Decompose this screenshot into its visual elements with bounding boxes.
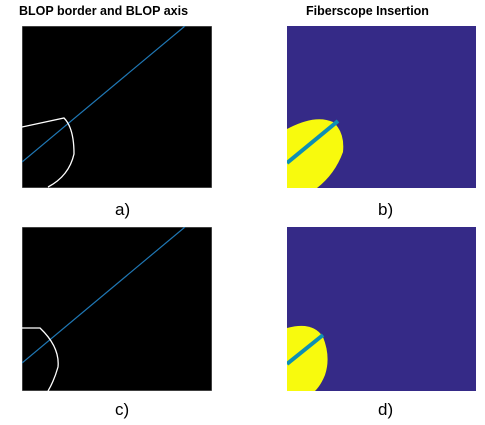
fiberscope-blob: [287, 325, 328, 391]
panel-a-background: [22, 26, 212, 188]
title-blop-border-axis: BLOP border and BLOP axis: [19, 4, 189, 18]
panel-c-background: [22, 227, 212, 391]
panel-a-plot: [22, 26, 212, 188]
caption-c: c): [115, 400, 130, 419]
fiberscope-axis-line: [287, 119, 340, 165]
fiberscope-blob: [287, 119, 344, 188]
blop-border-outline: [22, 327, 59, 391]
blop-axis-line: [22, 26, 186, 163]
fiberscope-axis-line: [287, 333, 325, 366]
title-fiberscope-insertion: Fiberscope Insertion: [306, 4, 429, 18]
caption-d: d): [378, 400, 394, 419]
caption-a: a): [115, 200, 131, 219]
panel-b-plot: [287, 26, 476, 188]
caption-b: b): [378, 200, 394, 219]
panel-c-plot: [22, 227, 212, 391]
blop-border-outline: [22, 117, 75, 188]
panel-d-plot: [287, 227, 476, 391]
blop-axis-line: [22, 227, 186, 364]
